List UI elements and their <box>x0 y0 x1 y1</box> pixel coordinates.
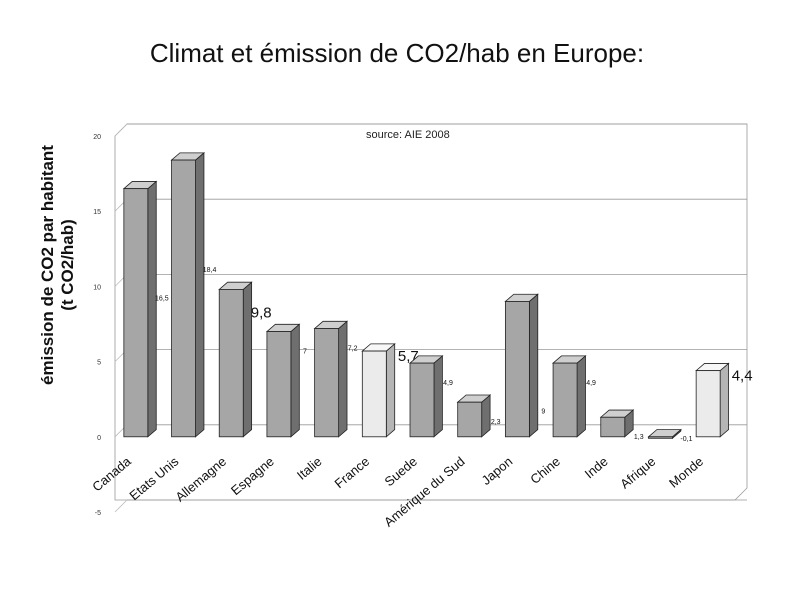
bar-side <box>290 323 300 438</box>
bar-side <box>147 180 157 438</box>
value-label: 4,9 <box>586 380 596 387</box>
gridline-depth <box>114 123 128 137</box>
page-title: Climat et émission de CO2/hab en Europe: <box>149 38 645 68</box>
bar-front <box>361 350 387 438</box>
bar-side <box>433 355 443 438</box>
value-label: 7 <box>303 349 307 356</box>
bar-front <box>123 188 149 438</box>
value-label: 18,4 <box>203 267 217 274</box>
bar-front <box>409 362 435 438</box>
bar-8 <box>504 293 539 438</box>
y-tick-label: 5 <box>97 360 101 367</box>
bar-1 <box>170 151 206 438</box>
bar-front <box>648 436 673 439</box>
y-tick-label: -5 <box>95 510 101 517</box>
plot-area <box>114 123 748 501</box>
value-label: 4,4 <box>732 368 753 385</box>
bar-11 <box>647 428 682 440</box>
bar-front <box>600 416 626 438</box>
bar-front <box>552 362 578 438</box>
bar-10 <box>599 409 635 438</box>
bar-front <box>171 159 196 438</box>
source-note: source: AIE 2008 <box>366 129 450 141</box>
y-tick-label: 15 <box>93 209 101 216</box>
bar-side <box>338 320 348 438</box>
bar-4 <box>313 320 349 438</box>
bar-front <box>314 328 340 438</box>
value-label: -0,1 <box>680 436 692 443</box>
bar-front <box>266 331 292 438</box>
bar-side <box>195 151 205 438</box>
bar-7 <box>456 394 492 438</box>
bar-front <box>504 301 530 438</box>
y-tick-label: 20 <box>93 134 101 141</box>
bar-3 <box>265 323 301 438</box>
bar-0 <box>122 180 158 438</box>
value-label: 7,2 <box>348 346 358 353</box>
value-label: 9,8 <box>251 304 272 321</box>
bar-side <box>385 343 396 438</box>
value-label: 2,3 <box>491 419 501 426</box>
bar-9 <box>551 355 587 438</box>
bar-side <box>576 355 586 438</box>
value-label: 4,9 <box>443 380 453 387</box>
y-tick-label: 10 <box>93 284 101 291</box>
bar-front <box>695 370 721 438</box>
y-tick-label: 0 <box>97 435 101 442</box>
value-label: 1,3 <box>634 434 644 441</box>
bar-2 <box>218 281 253 438</box>
bar-6 <box>408 355 444 438</box>
bar-12 <box>695 362 730 438</box>
value-label: 9 <box>541 408 545 415</box>
bar-front <box>218 289 244 438</box>
bar-side <box>719 362 729 438</box>
value-label: 16,5 <box>155 296 169 303</box>
gridline-depth <box>114 499 128 513</box>
bar-5 <box>361 343 396 438</box>
bar-side <box>528 293 539 438</box>
bar-front <box>457 401 483 438</box>
